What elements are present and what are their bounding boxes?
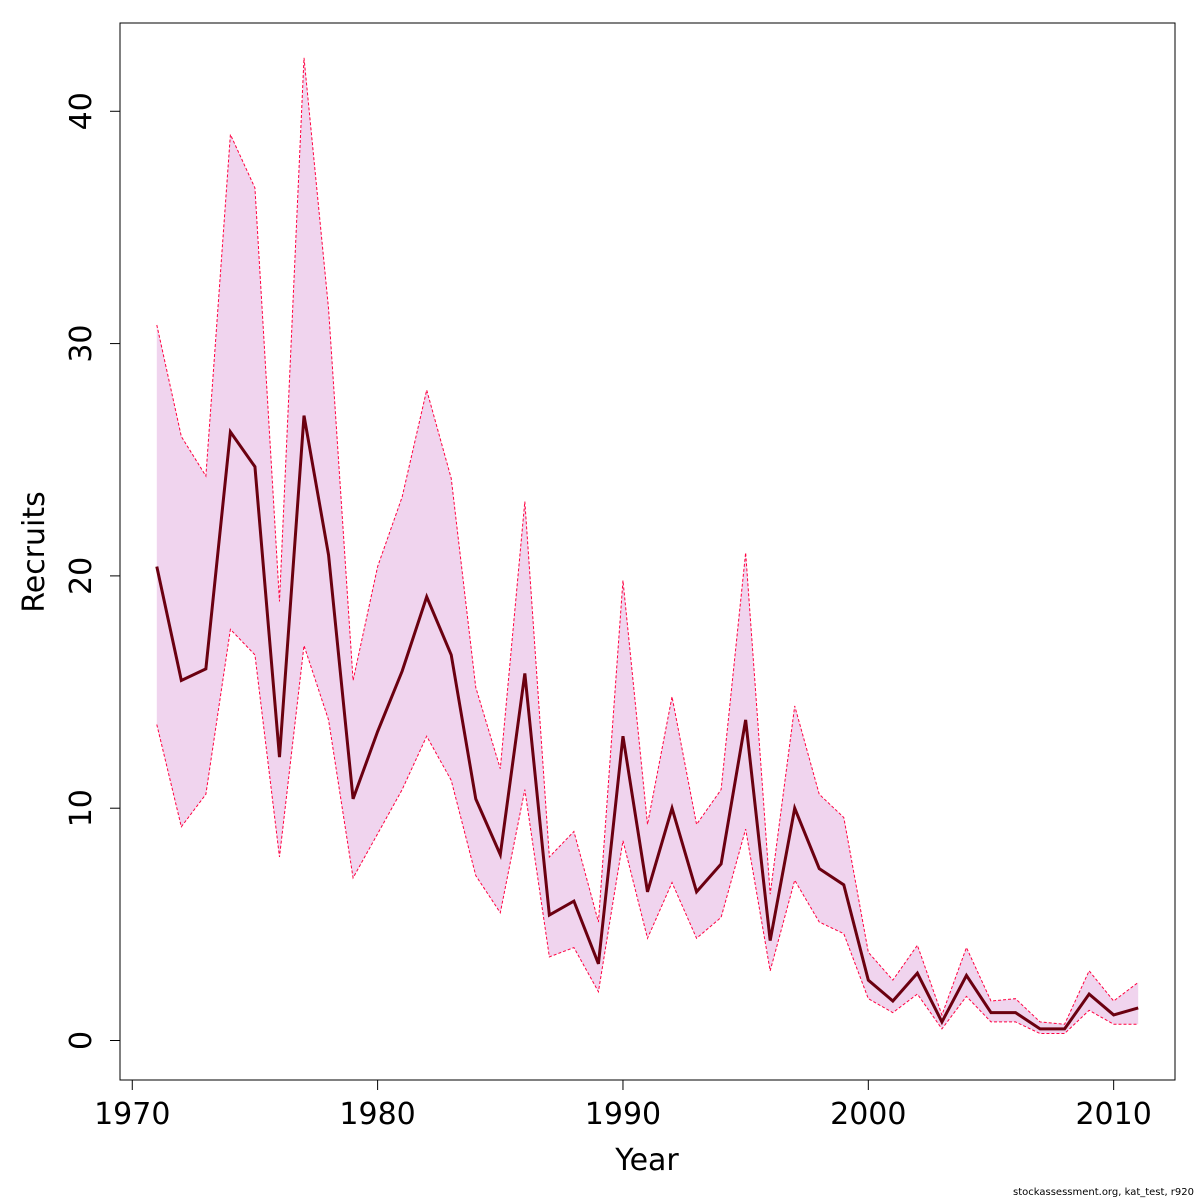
x-axis-label: Year	[614, 1143, 679, 1178]
x-tick-label: 1980	[339, 1097, 415, 1132]
confidence-band	[156, 57, 1139, 1034]
y-tick-label: 40	[64, 92, 99, 130]
x-tick-label: 1970	[94, 1097, 170, 1132]
lower-bound-line	[156, 628, 1139, 1035]
x-tick-label: 1990	[585, 1097, 661, 1132]
recruits-line	[155, 415, 1139, 1031]
y-tick-label: 30	[64, 324, 99, 362]
credit-text: stockassessment.org, kat_test, r920	[1013, 1187, 1194, 1198]
x-tick-label: 2000	[830, 1097, 906, 1132]
y-tick-label: 10	[64, 789, 99, 827]
y-tick-label: 20	[64, 557, 99, 595]
x-tick-label: 2010	[1075, 1097, 1151, 1132]
y-tick-label: 0	[64, 1031, 99, 1050]
y-axis-label: Recruits	[17, 491, 52, 613]
